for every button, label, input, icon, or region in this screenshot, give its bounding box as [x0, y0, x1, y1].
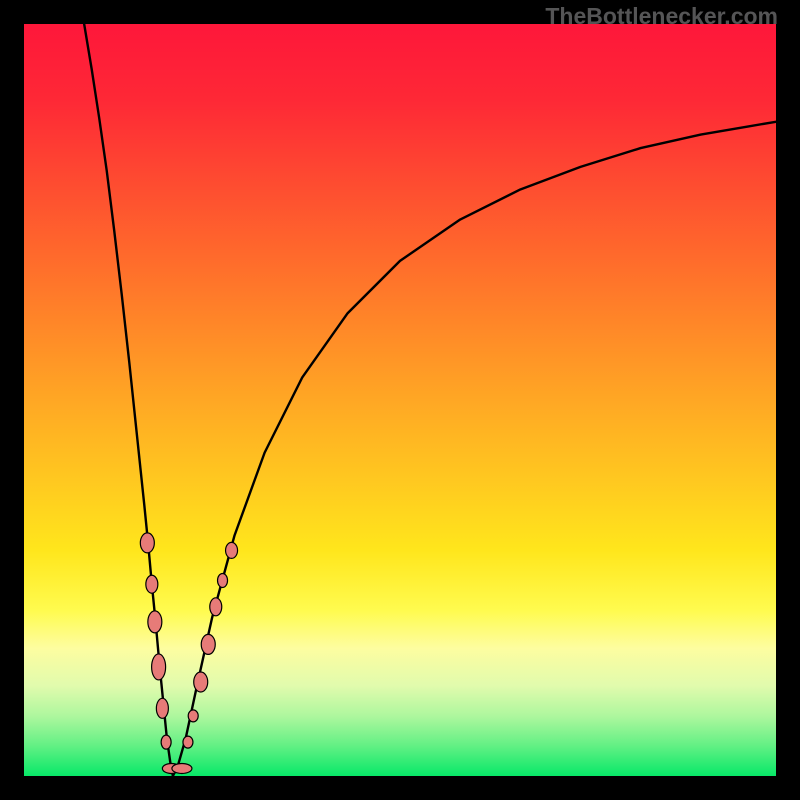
- chart-background-gradient: [24, 24, 776, 776]
- data-marker: [146, 575, 158, 593]
- data-marker: [183, 736, 193, 748]
- data-marker: [218, 573, 228, 587]
- data-marker: [140, 533, 154, 553]
- data-marker: [188, 710, 198, 722]
- data-marker: [161, 735, 171, 749]
- data-marker: [156, 698, 168, 718]
- data-marker: [226, 542, 238, 558]
- data-marker: [152, 654, 166, 680]
- data-marker: [172, 763, 192, 773]
- chart-svg: [0, 0, 800, 800]
- data-marker: [194, 672, 208, 692]
- data-marker: [210, 598, 222, 616]
- watermark-text: TheBottlenecker.com: [545, 3, 778, 30]
- chart-frame: TheBottlenecker.com: [0, 0, 800, 800]
- data-marker: [201, 634, 215, 654]
- data-marker: [148, 611, 162, 633]
